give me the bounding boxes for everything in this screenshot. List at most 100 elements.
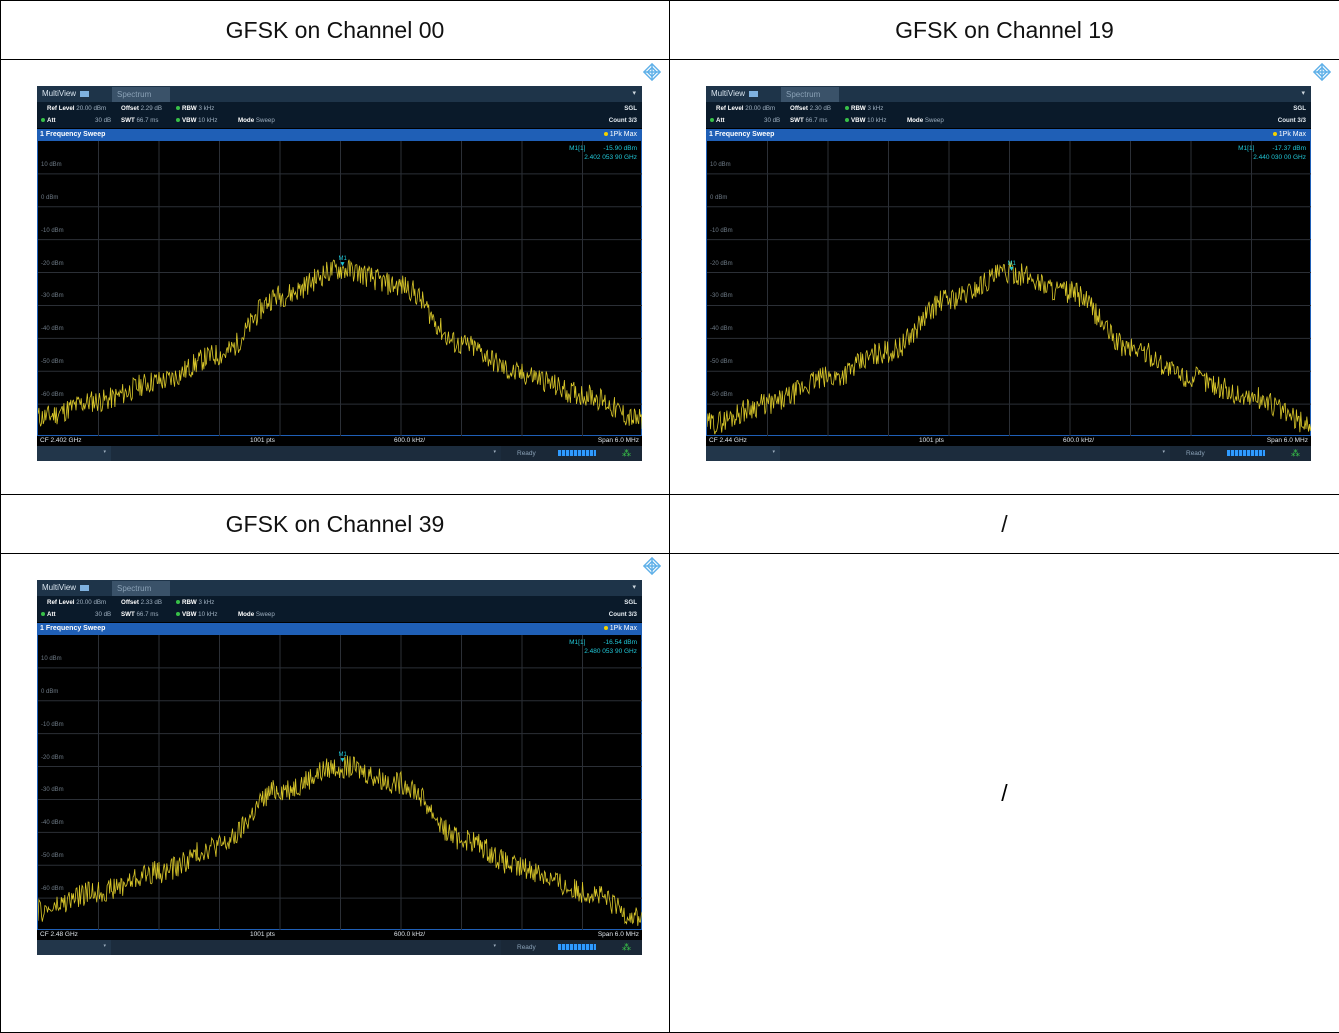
header-channel-00: GFSK on Channel 00 [1,1,670,60]
mode-label: Mode [238,117,254,124]
tab-spectrum[interactable]: Spectrum [112,87,170,102]
marker-frequency: 2.402 053 90 GHz [569,153,637,162]
rs-logo-icon [643,63,661,81]
tab-multiview[interactable]: MultiView [37,580,89,596]
progress-bar [558,450,596,456]
y-tick-label: -30 dBm [710,293,733,299]
chevron-down-icon: ▾ [493,943,496,949]
status-ready: Ready [517,446,536,461]
rs-logo-icon [643,557,661,575]
tab-multiview-label: MultiView [42,89,76,98]
status-dot-icon [176,600,180,604]
y-tick-label: -30 dBm [41,293,64,299]
marker-tag: M1 [1008,261,1017,267]
y-tick-label: -20 dBm [41,261,64,267]
division-width: 600.0 kHz/ [394,930,425,940]
tab-multiview-label: MultiView [42,583,76,592]
status-dot-icon [176,118,180,122]
spectrum-chart: M1 [38,141,642,437]
status-dropdown-main[interactable]: ▾ [780,446,1170,461]
marker-level: -17.37 dBm [1272,145,1306,152]
rbw-value: 3 kHz [199,105,215,112]
cell-empty: / [670,554,1339,1033]
status-dot-icon [845,118,849,122]
swt-value: 66.7 ms [136,117,158,124]
offset-value: 2.33 dB [141,599,162,606]
offset-label: Offset [121,599,139,606]
tab-spectrum[interactable]: Spectrum [112,581,170,596]
y-tick-label: -50 dBm [41,853,64,859]
sweep-title-bar: 1 Frequency Sweep 1Pk Max [37,129,642,140]
y-tick-label: 10 dBm [41,656,62,662]
y-tick-label: -20 dBm [710,261,733,267]
swt-value: 66.7 ms [805,117,827,124]
chevron-down-icon[interactable]: ▾ [632,583,636,591]
network-icon[interactable]: ⁂ [622,942,631,953]
marker-triangle[interactable] [341,262,345,266]
offset-label: Offset [121,105,139,112]
network-icon[interactable]: ⁂ [622,448,631,459]
chevron-down-icon[interactable]: ▾ [1301,89,1305,97]
status-dot-icon [41,612,45,616]
spectrum-plot[interactable]: M1 M1[1]-17.37 dBm 2.440 030 00 GHz 10 d… [706,140,1311,436]
tab-bar: MultiView Spectrum ▾ [37,86,642,102]
x-axis-info: CF 2.44 GHz 1001 pts 600.0 kHz/ Span 6.0… [706,436,1311,446]
trace-label-text: 1Pk Max [610,625,637,632]
swt-label: SWT [121,117,135,124]
status-dot-icon [41,118,45,122]
multiview-icon [80,91,89,97]
span-value: Span 6.0 MHz [598,930,639,940]
vbw-label: VBW [182,117,196,124]
y-tick-label: -30 dBm [41,787,64,793]
analyzer-screenshot: MultiView Spectrum ▾ Ref Level 20.00 dBm… [37,86,642,461]
ref-level-value: 20.00 dBm [745,105,775,112]
division-width: 600.0 kHz/ [1063,436,1094,446]
settings-info: Ref Level 20.00 dBm Offset 2.30 dB RBW 3… [706,102,1311,128]
rbw-label: RBW [182,105,197,112]
mode-value: Sweep [256,117,275,124]
y-tick-label: -10 dBm [41,228,64,234]
vbw-value: 10 kHz [867,117,886,124]
tab-bar: MultiView Spectrum ▾ [706,86,1311,102]
network-icon[interactable]: ⁂ [1291,448,1300,459]
trace-label-text: 1Pk Max [610,131,637,138]
y-tick-label: -60 dBm [41,886,64,892]
status-dot-icon [176,106,180,110]
status-dropdown-left[interactable]: ▾ [37,940,111,955]
spectrum-plot[interactable]: M1 M1[1]-15.90 dBm 2.402 053 90 GHz 10 d… [37,140,642,436]
multiview-icon [749,91,758,97]
status-bar: ▾ ▾ Ready ⁂ [706,446,1311,461]
y-tick-label: -60 dBm [41,392,64,398]
mode-value: Sweep [256,611,275,618]
swt-value: 66.7 ms [136,611,158,618]
cell-channel-19: MultiView Spectrum ▾ Ref Level 20.00 dBm… [670,60,1339,495]
status-dropdown-main[interactable]: ▾ [111,940,501,955]
y-tick-label: -20 dBm [41,755,64,761]
sweep-title: 1 Frequency Sweep [709,129,774,140]
header-empty: / [670,495,1339,554]
marker-triangle[interactable] [341,758,345,762]
offset-value: 2.29 dB [141,105,162,112]
x-axis-info: CF 2.48 GHz 1001 pts 600.0 kHz/ Span 6.0… [37,930,642,940]
marker-label: M1[1] [1238,145,1254,152]
tab-multiview[interactable]: MultiView [37,86,89,102]
points-count: 1001 pts [250,930,275,940]
swt-label: SWT [790,117,804,124]
status-dropdown-left[interactable]: ▾ [37,446,111,461]
marker-frequency: 2.480 053 90 GHz [569,647,637,656]
status-dropdown-left[interactable]: ▾ [706,446,780,461]
chevron-down-icon: ▾ [103,943,106,949]
trace-dot-icon [604,626,608,630]
status-dropdown-main[interactable]: ▾ [111,446,501,461]
chevron-down-icon[interactable]: ▾ [632,89,636,97]
points-count: 1001 pts [919,436,944,446]
tab-multiview[interactable]: MultiView [706,86,758,102]
tab-spectrum[interactable]: Spectrum [781,87,839,102]
ref-level-value: 20.00 dBm [76,105,106,112]
spectrum-plot[interactable]: M1 M1[1]-16.54 dBm 2.480 053 90 GHz 10 d… [37,634,642,930]
mode-value: Sweep [925,117,944,124]
marker-label: M1[1] [569,145,585,152]
y-tick-label: 0 dBm [41,689,58,695]
spectrum-chart: M1 [38,635,642,931]
status-bar: ▾ ▾ Ready ⁂ [37,940,642,955]
